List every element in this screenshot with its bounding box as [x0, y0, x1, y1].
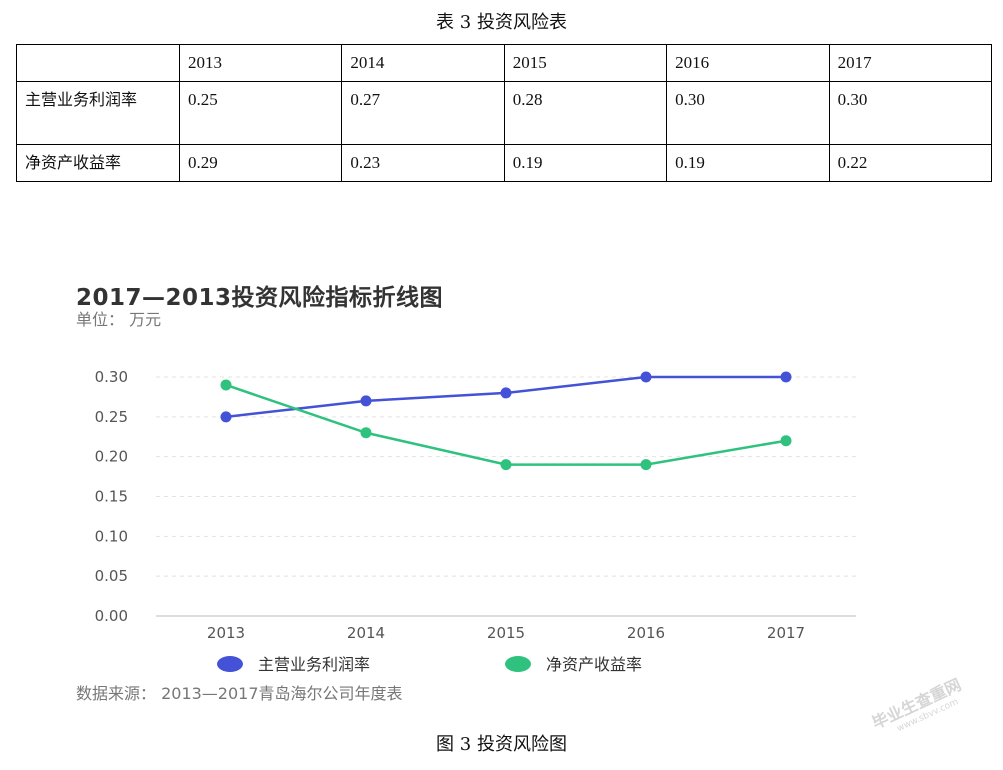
header-cell: 2016	[666, 44, 830, 82]
legend-marker	[217, 656, 243, 672]
table-row: 净资产收益率 0.29 0.23 0.19 0.19 0.22	[16, 144, 993, 182]
table-cell: 0.19	[666, 144, 830, 182]
table-cell: 0.19	[503, 144, 668, 182]
row-label: 净资产收益率	[16, 144, 180, 182]
y-tick-label: 0.25	[95, 408, 128, 426]
data-point	[640, 459, 652, 471]
x-tick-label: 2016	[627, 624, 665, 642]
header-cell: 2017	[828, 44, 993, 82]
y-tick-label: 0.30	[95, 368, 128, 386]
table-cell: 0.29	[178, 144, 343, 182]
table-row: 主营业务利润率 0.25 0.27 0.28 0.30 0.30	[16, 81, 993, 145]
legend-label: 主营业务利润率	[258, 655, 370, 674]
figure-caption: 图 3 投资风险图	[436, 734, 567, 755]
table-cell: 0.28	[503, 81, 668, 145]
header-cell: 2015	[503, 44, 668, 82]
chart-unit: 单位： 万元	[76, 310, 162, 329]
x-tick-label: 2013	[207, 624, 245, 642]
x-tick-label: 2014	[347, 624, 385, 642]
legend-marker	[505, 656, 531, 672]
data-point	[780, 371, 792, 383]
data-point	[640, 371, 652, 383]
data-point	[780, 435, 792, 447]
y-tick-label: 0.15	[95, 488, 128, 506]
table-cell: 0.30	[666, 81, 830, 145]
table-cell: 0.23	[341, 144, 505, 182]
table-cell: 0.30	[828, 81, 993, 145]
table-caption: 表 3 投资风险表	[436, 12, 567, 33]
row-label: 主营业务利润率	[16, 81, 180, 145]
x-tick-label: 2015	[487, 624, 525, 642]
header-cell	[16, 44, 180, 82]
data-point	[500, 387, 512, 399]
table-cell: 0.25	[178, 81, 343, 145]
header-cell: 2014	[341, 44, 505, 82]
chart-canvas: 0.00 0.05 0.10 0.15 0.20 0.25 0.30 2013 2014 2015…	[95, 368, 856, 674]
data-point	[220, 379, 232, 391]
y-tick-label: 0.00	[95, 607, 128, 625]
legend-label: 净资产收益率	[546, 655, 642, 674]
y-tick-label: 0.20	[95, 448, 128, 466]
header-cell: 2013	[178, 44, 343, 82]
risk-table: 2013 2014 2015 2016 2017 主营业务利润率 0.25 0.…	[16, 44, 993, 182]
line-chart: 0.00 0.05 0.10 0.15 0.20 0.25 0.30 2013 2014 2015…	[60, 270, 880, 710]
data-point	[500, 459, 512, 471]
y-tick-label: 0.05	[95, 567, 128, 585]
table-cell: 0.27	[341, 81, 505, 145]
table-cell: 0.22	[828, 144, 993, 182]
x-tick-label: 2017	[767, 624, 805, 642]
data-point	[360, 427, 372, 439]
data-point	[220, 411, 232, 423]
data-point	[360, 395, 372, 407]
chart-title: 2017—2013投资风险指标折线图	[76, 285, 444, 311]
y-tick-label: 0.10	[95, 527, 128, 545]
chart-source: 数据来源： 2013—2017青岛海尔公司年度表	[76, 684, 403, 703]
table-header-row: 2013 2014 2015 2016 2017	[16, 44, 993, 82]
